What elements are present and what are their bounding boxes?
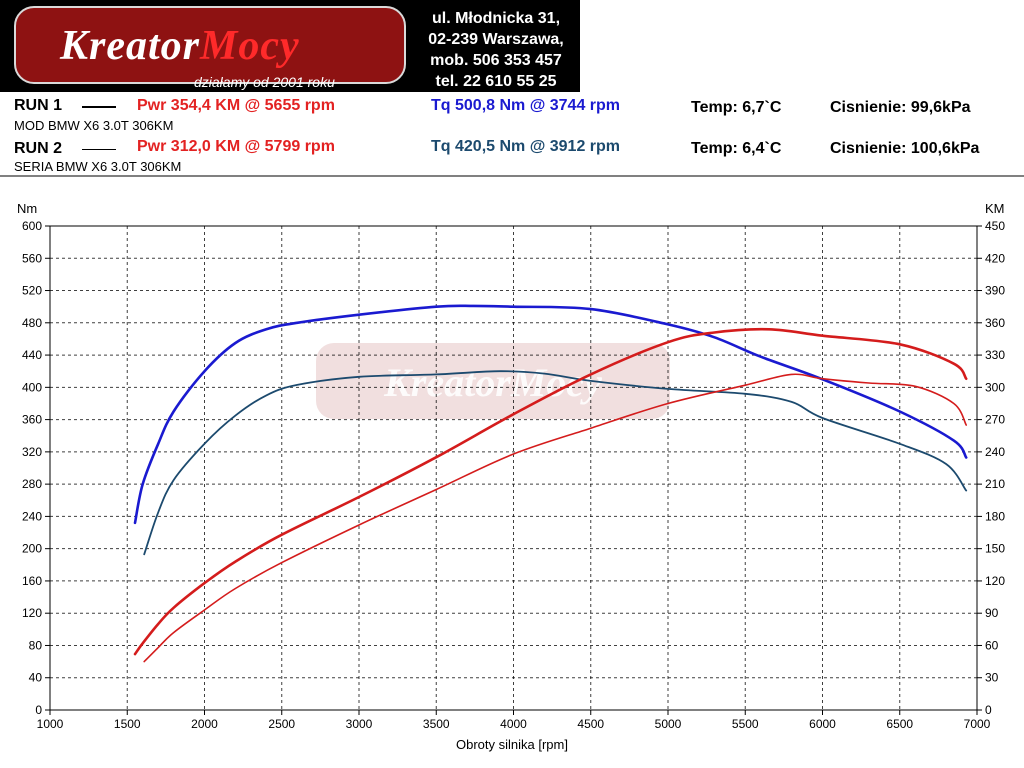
y-right-tick-label: 240	[985, 445, 1005, 459]
x-tick-label: 4000	[500, 717, 527, 731]
run1-temp: Temp: 6,7`C	[691, 99, 782, 116]
y-left-tick-label: 360	[22, 413, 42, 427]
logo-tagline: działamy od 2001 roku	[194, 74, 335, 90]
x-tick-label: 3500	[423, 717, 450, 731]
chart-watermark: KreatorMocy	[316, 343, 670, 419]
run2-pressure: Cisnienie: 100,6kPa	[830, 140, 980, 157]
y-left-tick-label: 600	[22, 219, 42, 233]
y-axis-right-label: KM	[985, 201, 1005, 216]
run1-description: MOD BMW X6 3.0T 306KM	[14, 118, 174, 133]
y-left-tick-label: 400	[22, 380, 42, 394]
run2-legend-line	[82, 149, 116, 150]
run1-legend-line	[82, 106, 116, 108]
x-tick-label: 7000	[964, 717, 991, 731]
y-right-tick-label: 270	[985, 413, 1005, 427]
series-line-run2-torque	[143, 370, 968, 556]
y-right-tick-label: 360	[985, 316, 1005, 330]
y-right-tick-label: 150	[985, 542, 1005, 556]
run2-description: SERIA BMW X6 3.0T 306KM	[14, 159, 182, 174]
series-line-run1-power	[133, 327, 968, 656]
y-left-tick-label: 200	[22, 542, 42, 556]
run2-label: RUN 2	[14, 140, 63, 157]
y-right-tick-label: 420	[985, 251, 1005, 265]
run2-power: Pwr 312,0 KM @ 5799 rpm	[137, 138, 335, 155]
y-right-tick-label: 0	[985, 703, 992, 717]
chart-series	[133, 304, 968, 663]
y-left-tick-label: 40	[29, 671, 43, 685]
address-line: 02-239 Warszawa,	[428, 31, 564, 48]
run2-temp: Temp: 6,4`C	[691, 140, 782, 157]
y-right-tick-label: 180	[985, 509, 1005, 523]
y-left-tick-label: 80	[29, 638, 43, 652]
address-line: ul. Młodnicka 31,	[431, 10, 561, 27]
logo-wordmark: KreatorMocy	[60, 23, 300, 69]
y-right-tick-label: 390	[985, 284, 1005, 298]
x-tick-label: 2000	[191, 717, 218, 731]
run1-label: RUN 1	[14, 97, 63, 114]
logo-banner: KreatorMocy działamy od 2001 roku ul. Mł…	[0, 0, 580, 92]
x-tick-label: 1500	[114, 717, 141, 731]
x-tick-label: 5000	[655, 717, 682, 731]
y-right-tick-label: 60	[985, 638, 999, 652]
run2-torque: Tq 420,5 Nm @ 3912 rpm	[431, 138, 621, 155]
y-right-tick-label: 210	[985, 477, 1005, 491]
series-line-run2-power	[143, 373, 967, 663]
run1-torque: Tq 500,8 Nm @ 3744 rpm	[431, 97, 621, 114]
x-axis-label: Obroty silnika [rpm]	[456, 737, 568, 752]
phone-mobile: mob. 506 353 457	[430, 52, 562, 69]
contact-address: ul. Młodnicka 31, 02-239 Warszawa, mob. …	[396, 8, 596, 92]
y-right-tick-label: 120	[985, 574, 1005, 588]
y-left-tick-label: 520	[22, 284, 42, 298]
y-left-tick-label: 0	[35, 703, 42, 717]
chart-grid	[50, 226, 977, 710]
y-right-tick-label: 300	[985, 380, 1005, 394]
x-tick-label: 4500	[577, 717, 604, 731]
y-right-tick-label: 90	[985, 606, 999, 620]
y-left-tick-label: 120	[22, 606, 42, 620]
y-left-tick-label: 240	[22, 509, 42, 523]
y-left-tick-label: 280	[22, 477, 42, 491]
run1-pressure: Cisnienie: 99,6kPa	[830, 99, 971, 116]
y-axis-left-label: Nm	[17, 201, 37, 216]
chart-axes: 1000 1500 2000 2500 3000 3500 4000 4500 5000 5500…	[22, 219, 1005, 731]
y-left-tick-label: 440	[22, 348, 42, 362]
x-tick-label: 1000	[37, 717, 64, 731]
y-left-tick-label: 160	[22, 574, 42, 588]
y-left-tick-label: 480	[22, 316, 42, 330]
x-tick-label: 5500	[732, 717, 759, 731]
logo-badge: KreatorMocy działamy od 2001 roku	[14, 6, 406, 90]
phone-landline: tel. 22 610 55 25	[435, 73, 557, 90]
x-tick-label: 3000	[346, 717, 373, 731]
y-right-tick-label: 30	[985, 671, 999, 685]
x-tick-label: 6000	[809, 717, 836, 731]
y-left-tick-label: 560	[22, 251, 42, 265]
svg-text:KreatorMocy: KreatorMocy	[383, 360, 602, 405]
y-left-tick-label: 320	[22, 445, 42, 459]
run1-power: Pwr 354,4 KM @ 5655 rpm	[137, 97, 335, 114]
x-tick-label: 2500	[268, 717, 295, 731]
y-right-tick-label: 330	[985, 348, 1005, 362]
y-right-tick-label: 450	[985, 219, 1005, 233]
x-tick-label: 6500	[886, 717, 913, 731]
